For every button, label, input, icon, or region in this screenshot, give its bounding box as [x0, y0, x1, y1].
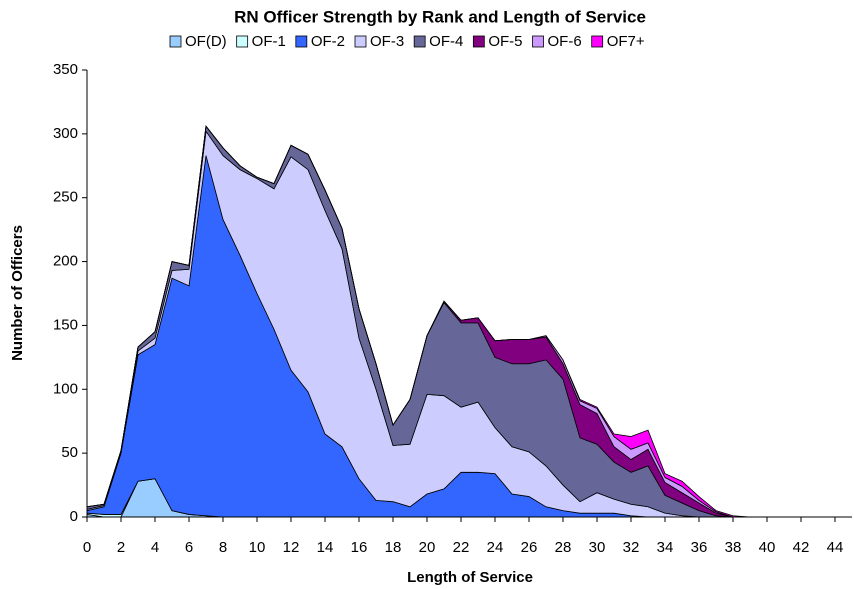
x-tick-label: 20: [419, 539, 436, 556]
x-tick-label: 0: [83, 539, 91, 556]
legend-label: OF(D): [185, 33, 227, 50]
x-tick-label: 2: [117, 539, 125, 556]
legend-label: OF7+: [607, 33, 645, 50]
y-tick-label: 100: [53, 380, 78, 397]
x-tick-label: 8: [219, 539, 227, 556]
y-tick-label: 200: [53, 253, 78, 270]
x-tick-label: 38: [725, 539, 742, 556]
x-axis-label: Length of Service: [407, 569, 533, 586]
y-tick-label: 300: [53, 125, 78, 142]
x-tick-label: 10: [249, 539, 266, 556]
area: [86, 125, 852, 518]
x-tick-label: 26: [521, 539, 538, 556]
y-axis-label: Number of Officers: [9, 225, 26, 361]
legend-label: OF-2: [311, 33, 345, 50]
x-tick-label: 4: [151, 539, 159, 556]
legend-swatch: [472, 35, 485, 48]
legend-swatch: [591, 35, 604, 48]
x-tick-label: 6: [185, 539, 193, 556]
legend-swatch: [236, 35, 249, 48]
x-tick-label: 16: [351, 539, 368, 556]
x-tick-label: 34: [657, 539, 674, 556]
y-tick-label: 0: [70, 508, 78, 525]
chart-title: RN Officer Strength by Rank and Length o…: [234, 7, 646, 26]
legend-swatch: [169, 35, 182, 48]
legend-label: OF-1: [252, 33, 286, 50]
x-tick-label: 28: [555, 539, 572, 556]
legend-label: OF-6: [548, 33, 582, 50]
legend-swatch: [354, 35, 367, 48]
y-tick-label: 250: [53, 189, 78, 206]
x-tick-label: 14: [317, 539, 334, 556]
y-tick-label: 50: [61, 444, 78, 461]
x-tick-label: 18: [385, 539, 402, 556]
legend-swatch: [532, 35, 544, 48]
legend-label: OF-5: [488, 33, 522, 50]
x-tick-label: 44: [827, 539, 844, 556]
legend-label: OF-4: [429, 33, 463, 50]
x-tick-label: 36: [691, 539, 708, 556]
x-tick-label: 32: [623, 539, 640, 556]
x-tick-label: 22: [453, 539, 470, 556]
y-tick-label: 350: [53, 61, 78, 78]
x-tick-label: 30: [589, 539, 606, 556]
x-tick-label: 42: [793, 539, 810, 556]
y-tick-label: 150: [53, 316, 78, 333]
x-tick-label: 40: [759, 539, 776, 556]
legend-label: OF-3: [370, 33, 404, 50]
legend-swatch: [295, 35, 308, 48]
x-tick-label: 24: [487, 539, 504, 556]
x-tick-label: 12: [283, 539, 300, 556]
legend-swatch: [413, 35, 426, 48]
